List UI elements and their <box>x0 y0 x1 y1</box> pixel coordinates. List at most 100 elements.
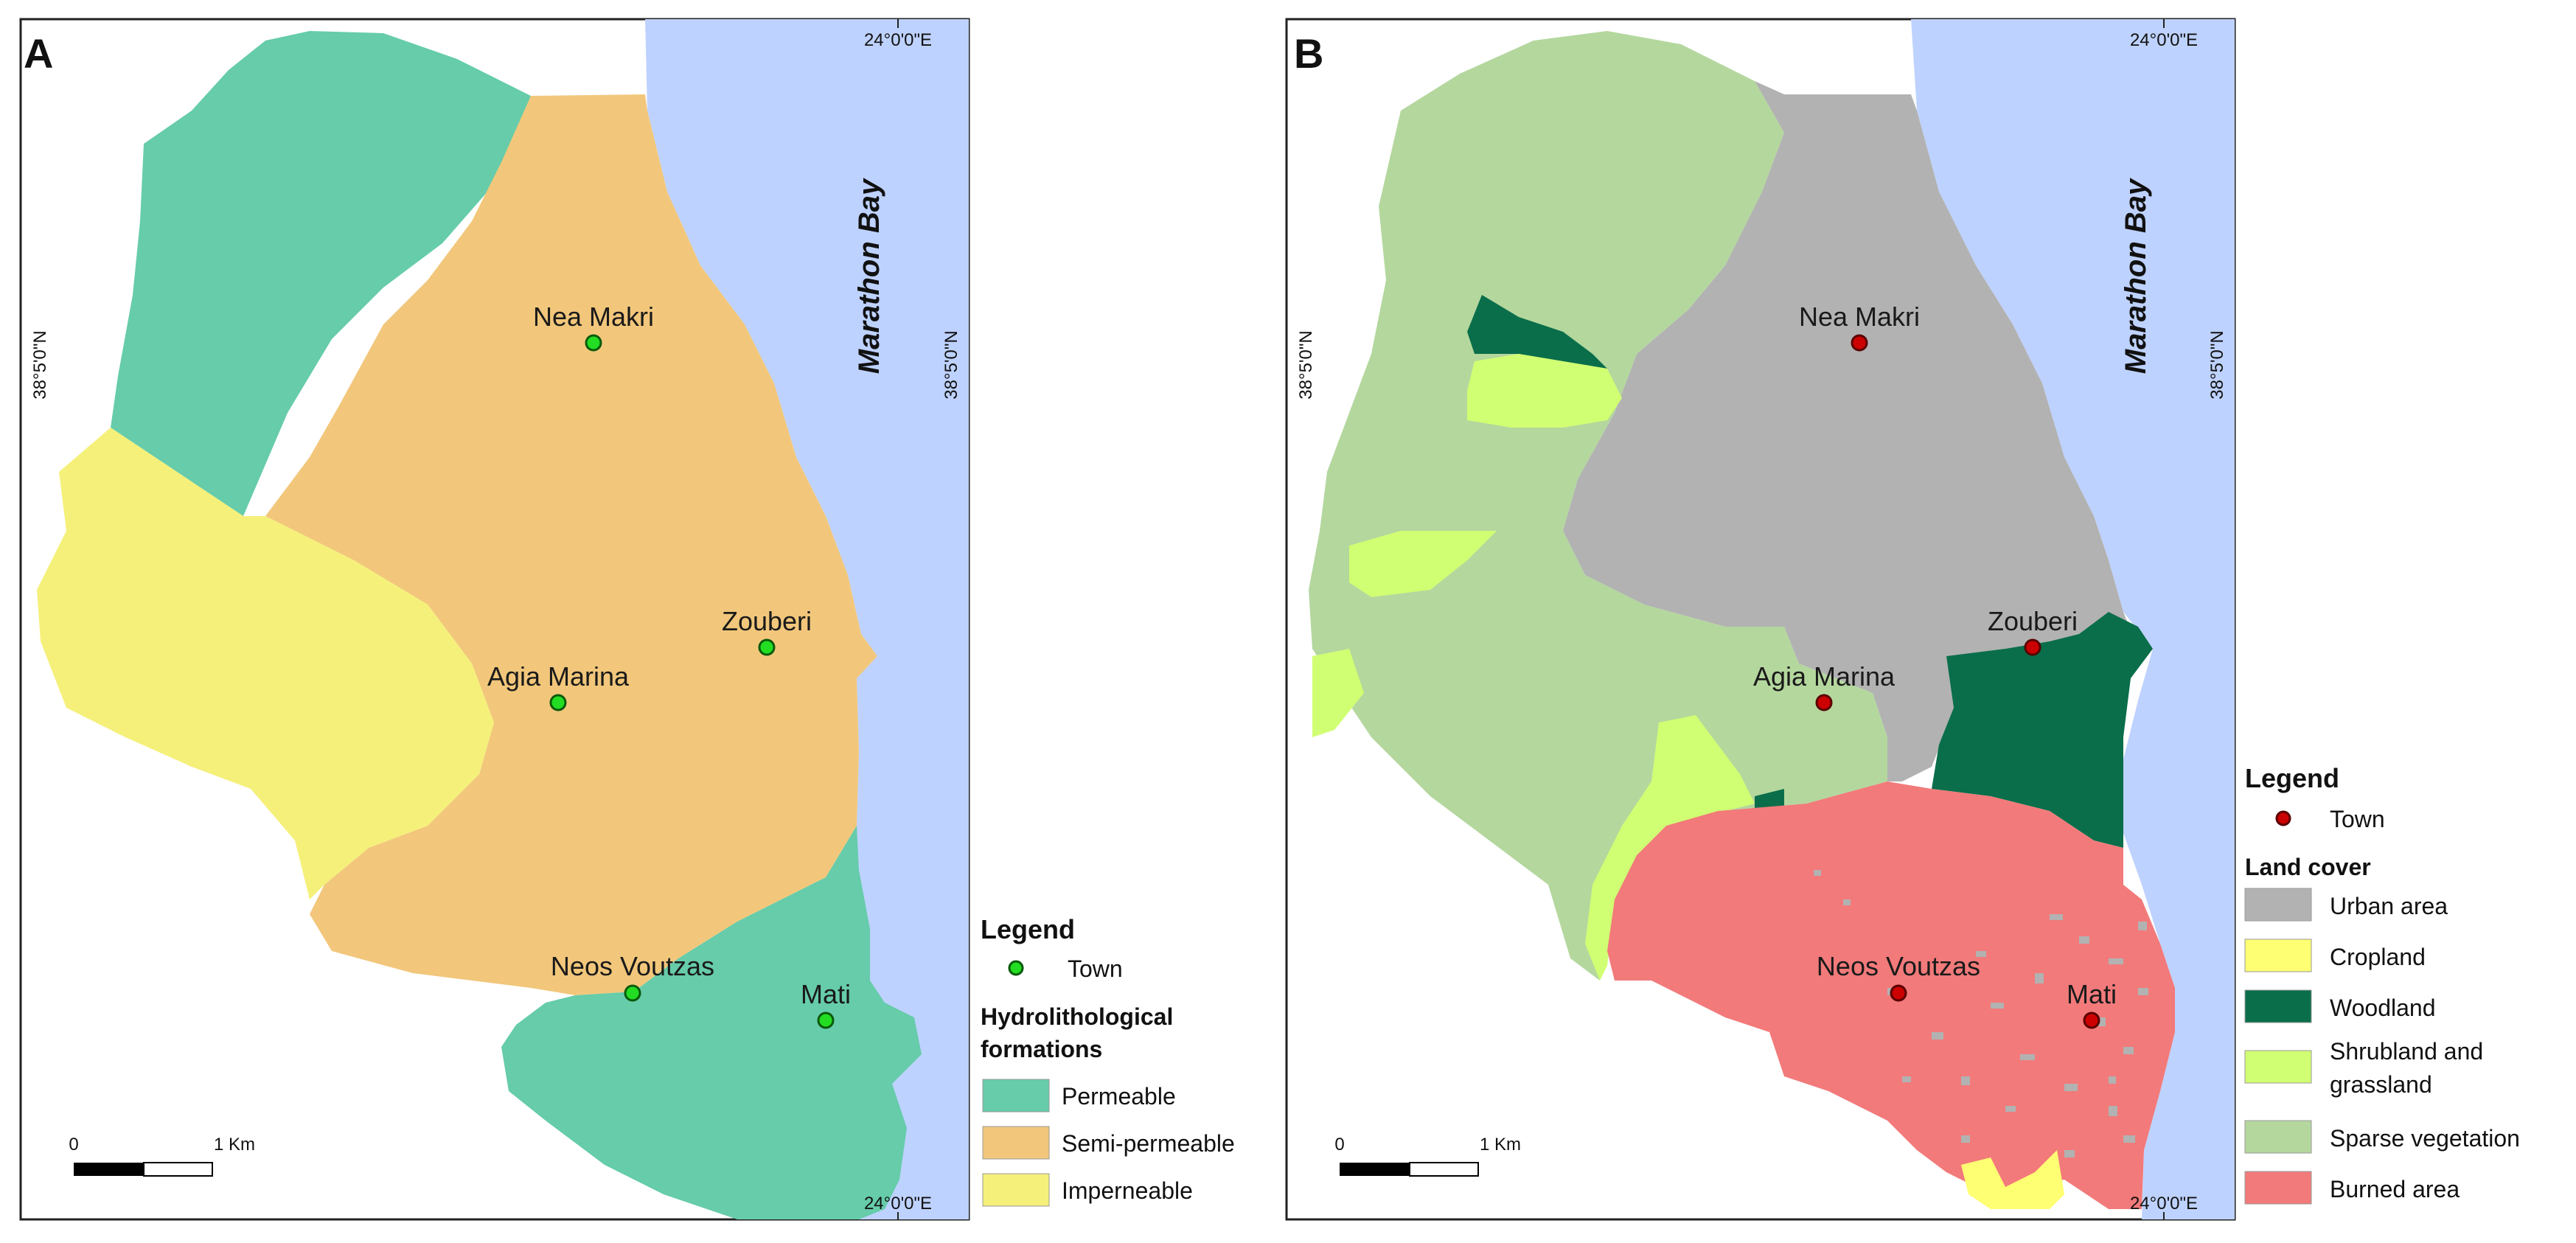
woodland-patch-zouberi <box>1932 612 2153 848</box>
legend-b: Legend Town Land cover Urban area Cropla… <box>2244 763 2520 1205</box>
scale-one-label: 1 Km <box>214 1135 255 1155</box>
bay-label-a: Marathon Bay <box>853 178 885 374</box>
scale-bar-light <box>1409 1162 1479 1177</box>
town-label: Nea Makri <box>1799 302 1920 332</box>
town-neos-voutzas-b: Neos Voutzas <box>1817 951 1980 1002</box>
town-marker <box>585 334 602 352</box>
sparse-vegetation-zone <box>1309 31 1887 981</box>
scale-bar-a: 0 1 Km <box>69 1135 255 1177</box>
panel-label-a: A <box>24 30 53 77</box>
legend-section-title: Land cover <box>2245 854 2371 880</box>
town-marker <box>624 984 641 1002</box>
lon-label-top-a: 24°0'0"E <box>864 30 932 50</box>
town-nea-makri-a: Nea Makri <box>533 302 654 352</box>
town-label: Nea Makri <box>533 302 654 332</box>
town-marker <box>1815 694 1833 711</box>
shrubland-patch-nw <box>1467 354 1622 428</box>
legend-label-shrubland-line1: Shrubland and <box>2330 1038 2483 1065</box>
town-zouberi-b: Zouberi <box>1988 606 2078 656</box>
legend-swatch-impermeable <box>982 1173 1050 1207</box>
legend-swatch-urban-area <box>2244 888 2312 922</box>
town-label: Mati <box>801 979 851 1009</box>
urban-area-zone <box>1563 81 2138 781</box>
shrubland-patch-s <box>1585 715 1755 981</box>
map-panel-b: 24°0'0"E 24°0'0"E 38°5'0"N 38°5'0"N B Ma… <box>1285 18 2520 1221</box>
scale-bar-dark <box>74 1163 144 1176</box>
panel-label-b: B <box>1294 30 1323 77</box>
semi-permeable-zone <box>265 94 877 995</box>
legend-label-impermeable: Imperneable <box>1062 1177 1193 1204</box>
legend-town-label: Town <box>2330 806 2385 832</box>
town-mati-b: Mati <box>2067 979 2117 1029</box>
scale-bar-light <box>143 1162 213 1177</box>
town-label: Zouberi <box>722 606 812 636</box>
town-label: Neos Voutzas <box>1817 951 1980 981</box>
town-marker <box>549 694 567 711</box>
water-marathon-bay-a <box>645 19 969 1219</box>
legend-label-woodland: Woodland <box>2330 995 2436 1021</box>
bay-label-b: Marathon Bay <box>2120 178 2152 374</box>
water-marathon-bay-b <box>1911 19 2235 1219</box>
lat-label-left-b: 38°5'0"N <box>1296 330 1316 399</box>
legend-label-urban-area: Urban area <box>2330 893 2448 919</box>
scale-one-label: 1 Km <box>1480 1135 1521 1155</box>
legend-town-label: Town <box>1068 955 1123 982</box>
legend-section-title-line1: Hydrolithological <box>981 1003 1173 1030</box>
lon-label-top-b: 24°0'0"E <box>2130 30 2198 50</box>
town-label: Zouberi <box>1988 606 2078 636</box>
map-panel-a: 24°0'0"E 24°0'0"E 38°5'0"N 38°5'0"N A Ma… <box>19 18 1235 1221</box>
legend-label-shrubland-line2: grassland <box>2330 1071 2432 1098</box>
town-nea-makri-b: Nea Makri <box>1799 302 1920 352</box>
legend-town-marker <box>1008 960 1024 976</box>
town-label: Agia Marina <box>487 661 630 692</box>
cropland-patch <box>1961 1150 2064 1209</box>
town-label: Neos Voutzas <box>551 951 714 981</box>
town-agia-marina-b: Agia Marina <box>1753 661 1896 711</box>
permeable-zone-north <box>111 31 531 516</box>
legend-swatch-burned-area <box>2244 1171 2312 1205</box>
town-zouberi-a: Zouberi <box>722 606 812 656</box>
lon-label-bottom-b: 24°0'0"E <box>2130 1194 2198 1214</box>
legend-section-title-line2: formations <box>981 1036 1102 1062</box>
scale-zero-label: 0 <box>1334 1135 1344 1155</box>
legend-a: Legend Town Hydrolithological formations… <box>981 914 1235 1207</box>
town-marker <box>817 1012 835 1029</box>
legend-label-permeable: Permeable <box>1062 1083 1176 1110</box>
legend-title: Legend <box>981 914 1075 944</box>
legend-swatch-sparse-vegetation <box>2244 1120 2312 1154</box>
woodland-patch-nw <box>1467 295 1607 369</box>
legend-label-burned-area: Burned area <box>2330 1176 2460 1202</box>
lat-label-right-b: 38°5'0"N <box>2207 330 2227 399</box>
legend-town-marker <box>2275 810 2291 826</box>
town-marker <box>1851 334 1868 352</box>
town-neos-voutzas-a: Neos Voutzas <box>551 951 714 1002</box>
town-marker <box>2024 638 2041 656</box>
legend-label-semi-permeable: Semi-permeable <box>1062 1130 1235 1157</box>
legend-label-sparse-vegetation: Sparse vegetation <box>2330 1125 2520 1152</box>
scale-bar-b: 0 1 Km <box>1334 1135 1521 1177</box>
town-marker <box>758 638 776 656</box>
lat-label-right-a: 38°5'0"N <box>941 330 961 399</box>
legend-title: Legend <box>2245 763 2339 793</box>
town-agia-marina-a: Agia Marina <box>487 661 630 711</box>
lon-label-bottom-a: 24°0'0"E <box>864 1194 932 1214</box>
legend-swatch-woodland <box>2244 989 2312 1023</box>
legend-swatch-cropland <box>2244 939 2312 972</box>
town-marker <box>1890 984 1907 1002</box>
legend-swatch-semi-permeable <box>982 1126 1050 1160</box>
scale-zero-label: 0 <box>69 1135 78 1155</box>
legend-swatch-permeable <box>982 1079 1050 1113</box>
town-marker <box>2083 1012 2100 1029</box>
town-label: Agia Marina <box>1753 661 1896 692</box>
town-mati-a: Mati <box>801 979 851 1029</box>
scale-bar-dark <box>1340 1163 1410 1176</box>
legend-swatch-shrubland <box>2244 1050 2312 1084</box>
shrubland-patch-edge <box>1312 649 1364 737</box>
impermeable-zone <box>37 428 494 899</box>
lat-label-left-a: 38°5'0"N <box>30 330 50 399</box>
permeable-zone-south <box>501 826 922 1219</box>
legend-label-cropland: Cropland <box>2330 944 2426 970</box>
town-label: Mati <box>2067 979 2117 1009</box>
shrubland-patch-w <box>1349 531 1497 597</box>
